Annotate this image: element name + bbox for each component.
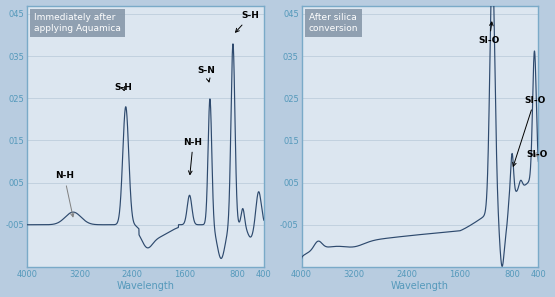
Text: S-H: S-H <box>114 83 132 92</box>
Text: N-H: N-H <box>184 138 203 175</box>
X-axis label: Wavelength: Wavelength <box>117 282 174 291</box>
Text: S-N: S-N <box>198 66 215 82</box>
X-axis label: Wavelength: Wavelength <box>391 282 449 291</box>
Text: N-H: N-H <box>55 171 74 217</box>
Text: S-H: S-H <box>235 11 259 32</box>
Text: SI-O: SI-O <box>526 150 547 159</box>
Text: SI-O: SI-O <box>478 22 500 45</box>
Text: After silica
conversion: After silica conversion <box>309 13 358 33</box>
Text: Immediately after
applying Aquamica: Immediately after applying Aquamica <box>34 13 121 33</box>
Text: SI-O: SI-O <box>513 96 546 166</box>
